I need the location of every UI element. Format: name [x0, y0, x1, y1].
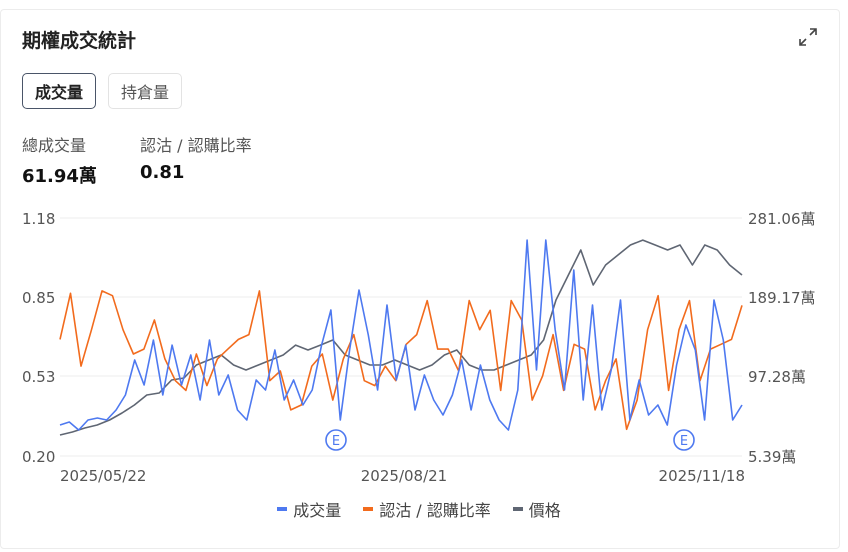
left-tick-label: 0.20 — [22, 448, 55, 466]
right-tick-label: 5.39萬 — [748, 448, 796, 466]
stat-label: 總成交量 — [22, 136, 87, 155]
series-line-price — [59, 239, 743, 436]
stat-value: 61.94萬 — [22, 166, 97, 187]
x-tick-label: 2025/08/21 — [361, 467, 447, 485]
legend-label: 成交量 — [293, 501, 342, 520]
earnings-marker-label: E — [332, 434, 340, 449]
left-tick-label: 0.53 — [22, 368, 55, 386]
right-tick-label: 97.28萬 — [748, 368, 806, 386]
legend-item-volume[interactable]: 成交量 — [277, 497, 341, 521]
x-tick-label: 2025/11/18 — [659, 467, 745, 485]
series-line-volume — [59, 239, 743, 431]
tab-open-interest[interactable]: 持倉量 — [108, 73, 183, 109]
options-volume-card: 期權成交統計 成交量 持倉量 總成交量 61.94萬 認沽 / 認購比率 0.8… — [0, 9, 840, 549]
legend-item-price[interactable]: 價格 — [512, 497, 561, 521]
legend-swatch — [512, 507, 523, 511]
stat-label: 認沽 / 認購比率 — [140, 136, 252, 155]
right-tick-label: 189.17萬 — [748, 289, 816, 307]
legend-swatch — [277, 507, 288, 511]
left-tick-label: 0.85 — [22, 289, 55, 307]
legend: 成交量 認沽 / 認購比率 價格 — [0, 497, 838, 521]
legend-swatch — [363, 507, 374, 511]
earnings-marker-icon[interactable]: E — [673, 429, 695, 451]
card-title: 期權成交統計 — [22, 30, 137, 52]
tab-bar: 成交量 持倉量 — [22, 73, 183, 109]
x-tick-label: 2025/05/22 — [60, 467, 146, 485]
legend-item-ratio[interactable]: 認沽 / 認購比率 — [363, 497, 491, 521]
left-tick-label: 1.18 — [22, 210, 55, 228]
tab-volume[interactable]: 成交量 — [22, 73, 97, 109]
earnings-marker-icon[interactable]: E — [325, 429, 347, 451]
legend-label: 價格 — [528, 501, 561, 520]
earnings-marker-label: E — [680, 434, 688, 449]
right-tick-label: 281.06萬 — [748, 210, 816, 228]
expand-icon[interactable] — [797, 26, 819, 48]
stat-put-call-ratio: 認沽 / 認購比率 0.81 — [140, 132, 252, 183]
stat-total-volume: 總成交量 61.94萬 — [22, 132, 97, 188]
stat-value: 0.81 — [140, 162, 185, 183]
legend-label: 認沽 / 認購比率 — [379, 501, 491, 520]
